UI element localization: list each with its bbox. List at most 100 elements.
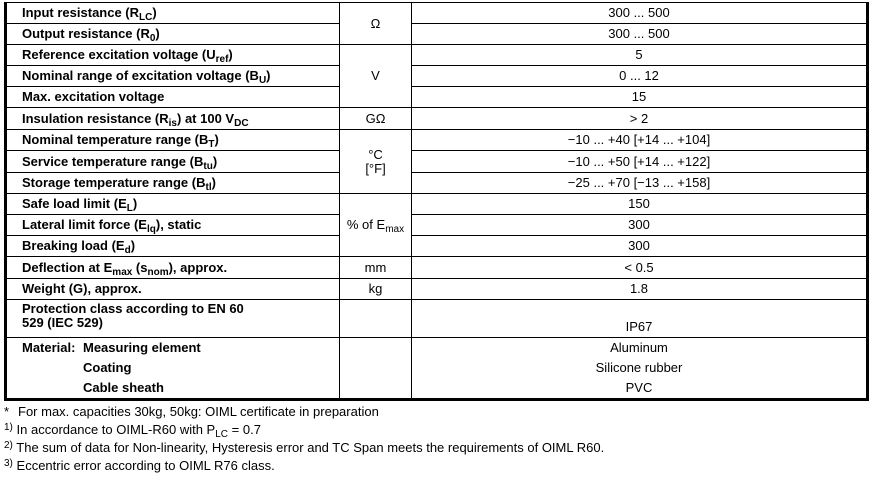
- parameter-label: Nominal temperature range (BT): [5, 129, 340, 151]
- text-segment: V: [371, 68, 380, 83]
- text-segment: [°F]: [365, 160, 386, 176]
- value-cell: −10 ... +50 [+14 ... +122]: [411, 150, 868, 173]
- text-segment: ref: [215, 54, 229, 65]
- text-segment: Breaking load (E: [22, 238, 125, 253]
- table-row: Protection class according to EN 60 529 …: [5, 299, 868, 338]
- unit-cell: [339, 299, 412, 338]
- value-cell: 300 ... 500: [411, 23, 868, 45]
- text-segment: Nominal range of excitation voltage (B: [22, 68, 259, 83]
- table-row: Breaking load (Ed) 300: [5, 235, 868, 257]
- parameter-label: Reference excitation voltage (Uref): [5, 44, 340, 66]
- material-row: Material: Measuring element Coating Cable s…: [5, 337, 868, 400]
- value-cell: 300: [411, 214, 868, 236]
- value-cell: 150: [411, 193, 868, 215]
- text-segment: Output resistance (R: [22, 26, 150, 41]
- unit-cell: Ω: [339, 2, 412, 45]
- text-segment: ): [152, 5, 157, 20]
- text-segment: tl: [205, 182, 212, 193]
- unit-cell: kg: [339, 278, 412, 300]
- text-segment: d: [124, 245, 131, 256]
- footnote-mark: *: [4, 404, 10, 419]
- unit-cell: % of Emax: [339, 193, 412, 257]
- material-item-label: Measuring element: [83, 340, 201, 355]
- footnote-mark: 1): [4, 422, 13, 433]
- text-segment: Ω: [370, 15, 381, 31]
- value-cell: 5: [411, 44, 868, 66]
- value-cell: > 2: [411, 107, 868, 130]
- text-segment: ): [228, 47, 233, 62]
- text-segment: is: [168, 117, 177, 129]
- value-cell: 300: [411, 235, 868, 257]
- footnote-mark: 3): [4, 458, 13, 469]
- text-segment: max: [112, 266, 133, 278]
- text-segment: In accordance to OIML-R60 with P: [16, 422, 216, 437]
- material-key: Material:: [22, 340, 76, 355]
- text-segment: mm: [364, 259, 387, 275]
- text-segment: T: [208, 139, 215, 150]
- text-segment: ) at 100 V: [177, 110, 235, 126]
- text-segment: For max. capacities 30kg, 50kg: OIML cer…: [18, 404, 379, 419]
- parameter-label: Service temperature range (Btu): [5, 150, 340, 173]
- table-row: Nominal range of excitation voltage (BU)…: [5, 65, 868, 87]
- text-segment: ): [155, 26, 160, 41]
- value-cell: −25 ... +70 [−13 ... +158]: [411, 172, 868, 194]
- parameter-label: Input resistance (RLC): [5, 2, 340, 24]
- text-segment: ), approx.: [168, 259, 228, 275]
- table-row: Lateral limit force (Elq), static 300: [5, 214, 868, 236]
- table-row: Output resistance (R0) 300 ... 500: [5, 23, 868, 45]
- text-segment: ): [132, 196, 138, 211]
- text-segment: nom: [147, 266, 169, 278]
- unit-cell: [339, 337, 412, 400]
- parameter-label: Storage temperature range (Btl): [5, 172, 340, 194]
- text-segment: The sum of data for Non-linearity, Hyste…: [16, 440, 605, 455]
- table-row: Nominal temperature range (BT) °C [°F] −10 …: [5, 129, 868, 194]
- text-segment: Reference excitation voltage (U: [22, 47, 216, 62]
- text-segment: 0: [149, 33, 156, 44]
- text-segment: ): [214, 132, 219, 147]
- text-segment: kg: [368, 281, 383, 296]
- text-segment: ): [266, 68, 271, 83]
- material-item-value: Silicone rubber: [595, 360, 683, 375]
- footnote: * For max. capacities 30kg, 50kg: OIML ce…: [4, 403, 604, 421]
- footnotes: * For max. capacities 30kg, 50kg: OIML ce…: [4, 403, 604, 475]
- material-item-value: PVC: [625, 380, 653, 395]
- value-cell: 15: [411, 86, 868, 108]
- unit-cell: V: [339, 44, 412, 108]
- text-segment: Weight (G), approx.: [22, 281, 142, 296]
- text-segment: °C: [368, 146, 383, 162]
- table-row: Max. excitation voltage 15: [5, 86, 868, 108]
- text-segment: Safe load limit (E: [22, 196, 127, 211]
- text-segment: Max. excitation voltage: [22, 89, 165, 104]
- parameter-label: Protection class according to EN 60 529 …: [5, 299, 340, 338]
- text-segment: (s: [132, 259, 148, 275]
- material-item-label: Cable sheath: [83, 380, 164, 395]
- text-segment: U: [258, 75, 267, 86]
- value-cell: < 0.5: [411, 256, 868, 279]
- value-cell: −10 ... +40 [+14 ... +104]: [411, 129, 868, 151]
- value-cell: 1.8: [411, 278, 868, 300]
- parameter-label: Max. excitation voltage: [5, 86, 340, 108]
- text-segment: Nominal temperature range (B: [22, 132, 209, 147]
- material-item-value: Aluminum: [610, 340, 668, 355]
- text-segment: DC: [234, 117, 249, 129]
- value-cell: 300 ... 500: [411, 2, 868, 24]
- parameter-label: Breaking load (Ed): [5, 235, 340, 257]
- text-segment: Storage temperature range (B: [22, 175, 206, 190]
- parameter-label: Safe load limit (EL): [5, 193, 340, 215]
- material-values: Aluminum Silicone rubber PVC: [411, 337, 868, 400]
- text-segment: Protection class according to EN 60 529 …: [22, 301, 244, 330]
- text-segment: ): [130, 238, 136, 253]
- text-segment: Insulation resistance (R: [22, 110, 169, 126]
- text-segment: Input resistance (R: [22, 5, 140, 20]
- specifications-table: Input resistance (RLC) Ω 300 ... 500 Output…: [4, 2, 869, 401]
- value-cell: IP67: [411, 299, 868, 338]
- unit-cell: °C [°F]: [339, 129, 412, 194]
- table-row: Reference excitation voltage (Uref) V 5: [5, 44, 868, 108]
- parameter-label: Weight (G), approx.: [5, 278, 340, 300]
- table-row: Safe load limit (EL)% of Emax 150: [5, 193, 868, 257]
- value-cell: 0 ... 12: [411, 65, 868, 87]
- footnote: 3) Eccentric error according to OIML R76…: [4, 457, 604, 475]
- text-segment: tu: [203, 160, 213, 172]
- text-segment: Eccentric error according to OIML R76 cl…: [16, 458, 275, 473]
- text-segment: LC: [139, 12, 153, 23]
